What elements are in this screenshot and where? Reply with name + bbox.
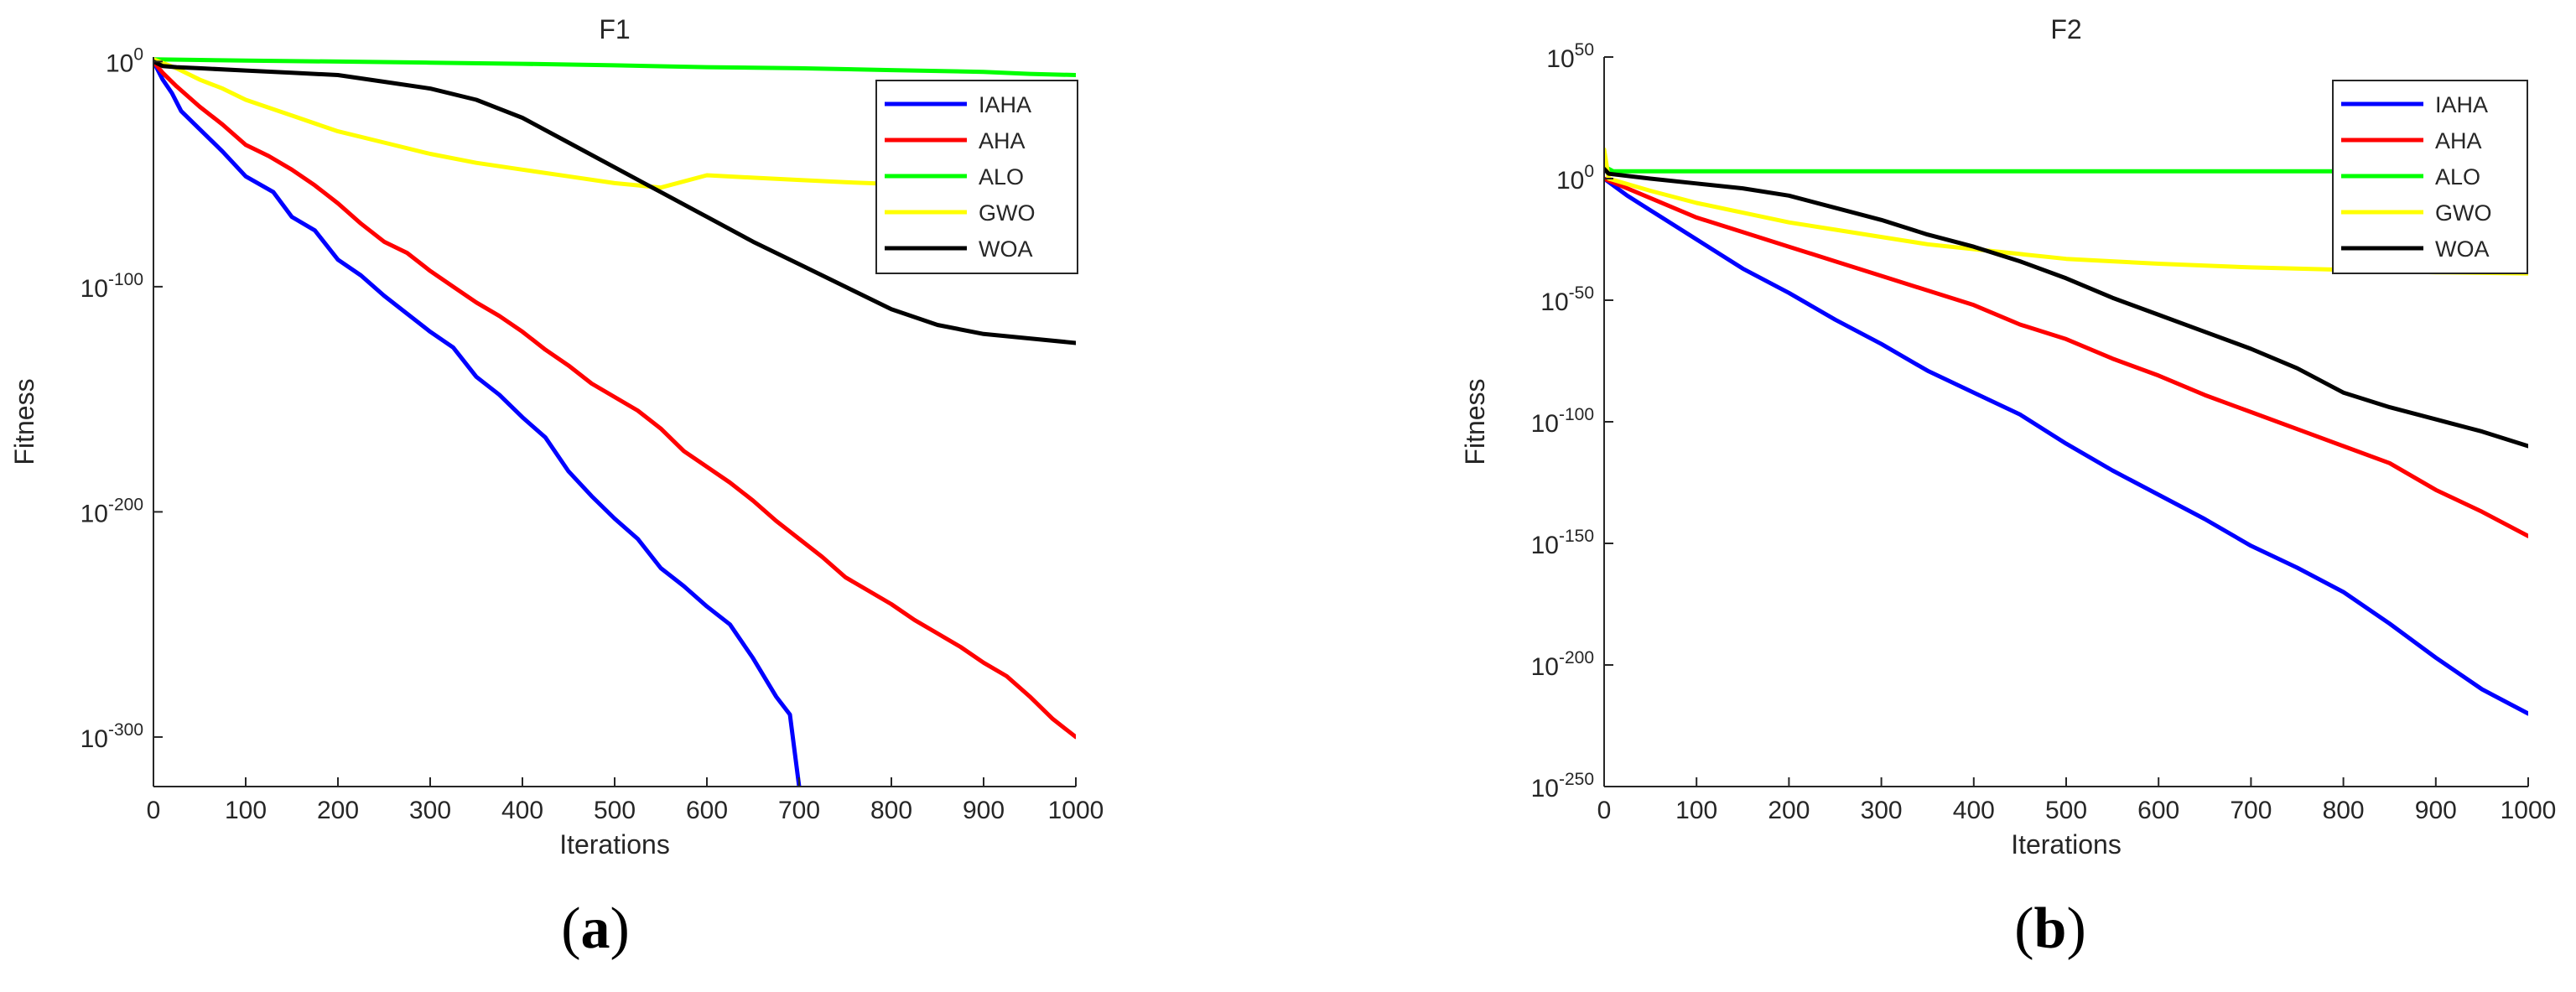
y-axis-label: Fitness [9, 378, 39, 465]
y-tick-label: 100 [1556, 162, 1594, 195]
legend-label-gwo: GWO [2435, 200, 2492, 226]
series-line-iaha [153, 59, 802, 787]
x-tick-label: 600 [686, 797, 728, 824]
y-tick-label: 100 [106, 44, 143, 77]
legend-label-woa: WOA [2435, 236, 2490, 262]
y-tick-label: 10-100 [80, 270, 143, 303]
y-tick-label: 10-200 [80, 495, 143, 527]
legend-label-aha: AHA [2435, 128, 2482, 153]
legend-label-aha: AHA [979, 128, 1026, 153]
y-tick-label: 1050 [1546, 40, 1594, 73]
series-group [153, 57, 1076, 787]
x-tick-label: 500 [2045, 797, 2087, 824]
chart-panel-a: 0 100 200 300 400 500 600 700 800 900 1000 100 10-10… [9, 14, 1104, 961]
x-tick-label: 400 [501, 797, 543, 824]
x-tick-label: 500 [594, 797, 636, 824]
series-line-aha [153, 59, 1076, 740]
x-tick-label: 700 [2230, 797, 2272, 824]
series-line-woa [1604, 166, 2528, 449]
x-axis-label: Iterations [559, 829, 670, 860]
y-tick-label: 10-250 [1531, 770, 1594, 802]
x-tick-label: 200 [317, 797, 359, 824]
panel-caption: (b) [2014, 896, 2086, 961]
x-tick-label: 400 [1953, 797, 1995, 824]
series-line-aha [1604, 176, 2528, 538]
series-line-alo [153, 57, 1076, 77]
x-tick-label: 200 [1768, 797, 1810, 824]
x-tick-label: 900 [963, 797, 1005, 824]
legend-label-alo: ALO [2435, 164, 2480, 190]
x-tick-label: 0 [147, 797, 161, 824]
chart-title: F2 [2050, 14, 2081, 44]
legend-label-woa: WOA [979, 236, 1033, 262]
y-tick-label: 10-150 [1531, 527, 1594, 559]
series-group [1604, 147, 2528, 716]
x-tick-label: 700 [778, 797, 820, 824]
x-tick-label: 1000 [2501, 797, 2557, 824]
legend: IAHA AHA ALO GWO WOA [875, 80, 1078, 274]
legend-label-gwo: GWO [979, 200, 1036, 226]
series-line-gwo [1604, 147, 2528, 276]
x-tick-label: 100 [225, 797, 267, 824]
x-tick-label: 300 [1861, 797, 1903, 824]
legend-label-alo: ALO [979, 164, 1024, 190]
x-tick-label: 600 [2137, 797, 2179, 824]
y-tick-label: 10-300 [80, 720, 143, 753]
legend: IAHA AHA ALO GWO WOA [2332, 80, 2528, 274]
chart-panel-b: 0 100 200 300 400 500 600 700 800 900 1000 1050 100 1… [1460, 14, 2556, 961]
x-tick-label: 1000 [1048, 797, 1104, 824]
x-tick-label: 800 [870, 797, 912, 824]
y-tick-label: 10-200 [1531, 648, 1594, 681]
chart-title: F1 [599, 14, 630, 44]
x-tick-label: 100 [1675, 797, 1717, 824]
series-line-iaha [1604, 176, 2528, 716]
panel-caption: (a) [561, 896, 630, 961]
x-tick-label: 0 [1597, 797, 1612, 824]
y-axis-label: Fitness [1460, 378, 1490, 465]
x-tick-label: 900 [2415, 797, 2457, 824]
y-tick-label: 10-100 [1531, 405, 1594, 438]
y-tick-label: 10-50 [1540, 283, 1594, 316]
x-tick-label: 300 [409, 797, 451, 824]
legend-label-iaha: IAHA [2435, 92, 2488, 117]
x-axis-label: Iterations [2011, 829, 2122, 860]
legend-label-iaha: IAHA [979, 92, 1031, 117]
series-line-woa [153, 59, 1076, 345]
x-tick-label: 800 [2323, 797, 2365, 824]
